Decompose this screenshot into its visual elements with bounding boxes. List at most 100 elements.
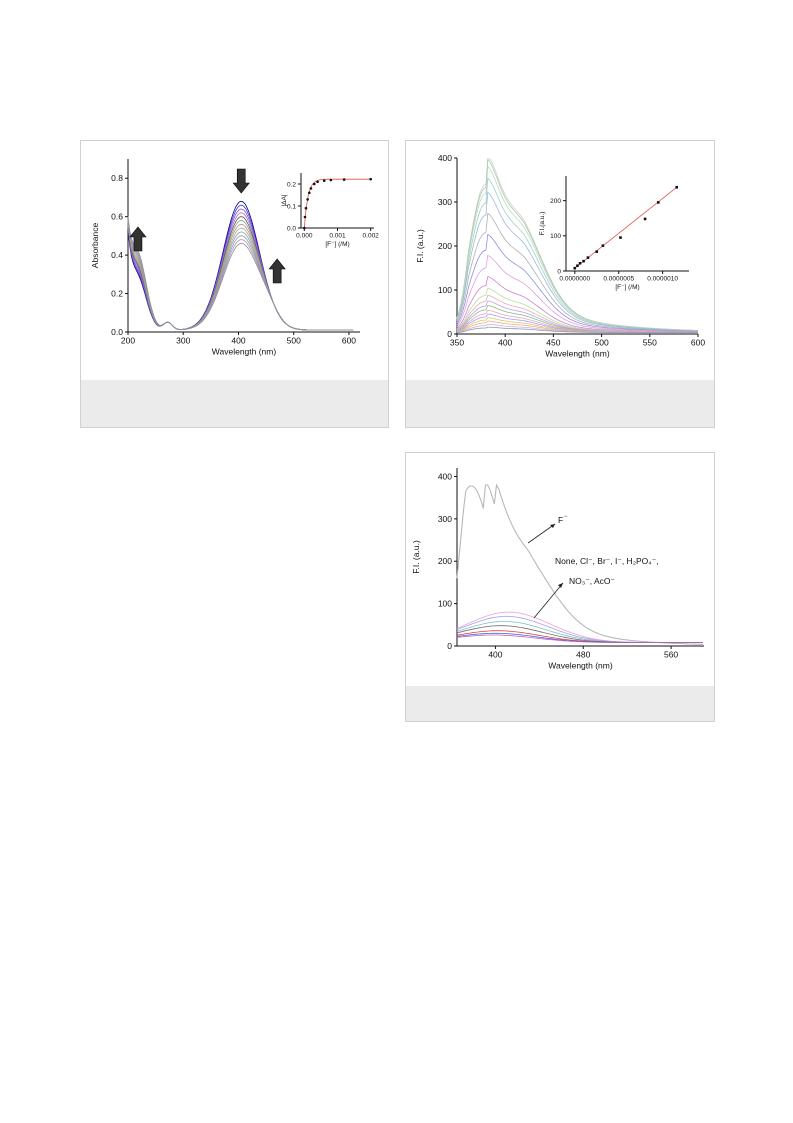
inset-data-point (656, 201, 660, 204)
inset-data-point (675, 185, 678, 189)
inset-data-point (312, 182, 316, 186)
inset-data-point (601, 244, 605, 247)
inset-fit-line (303, 178, 370, 229)
fluorescence-series-line (456, 212, 699, 332)
absorbance-series-line (127, 217, 354, 331)
inset-data-point (322, 179, 326, 182)
y-tick-label: 100 (438, 285, 452, 295)
absorbance-series-line (127, 212, 354, 331)
absorbance-series-line (127, 220, 354, 331)
inset-data-point (576, 264, 579, 268)
x-axis-label: [F⁻] (/M) (615, 284, 639, 291)
figure-panel-absorbance: 200 300 400 500 600 0.0 0.2 0.4 0.6 0.8 Wavelength… (80, 140, 389, 428)
x-tick-label: 550 (643, 338, 657, 348)
caption-area-fluorescence-titration (406, 380, 714, 427)
inset-data-point (303, 226, 306, 230)
inset-data-point (304, 206, 308, 210)
caption-area-anion-selectivity (406, 686, 714, 721)
x-tick-label: 0.000 (296, 233, 313, 240)
inset-data-point (329, 178, 333, 182)
series-line-other-anion (456, 625, 703, 643)
fluorescence-series-line (456, 287, 698, 333)
inset-data-point (316, 180, 319, 184)
series-line-other-anion (456, 634, 703, 643)
fluorescence-series-line (456, 158, 699, 331)
series-line-other-anion (456, 611, 703, 643)
y-tick-label: 200 (438, 241, 452, 251)
y-axis-label: F.I.(a.u.) (539, 212, 546, 236)
y-tick-label: 200 (438, 556, 452, 566)
x-tick-label: 0.0000010 (647, 276, 678, 283)
y-tick-label: 300 (438, 197, 452, 207)
y-tick-label: 400 (438, 471, 452, 481)
figure-panel-fluorescence-titration: 350 400 450 500 550 600 0 100 200 300 400 Wavelengt… (405, 140, 715, 428)
fluorescence-series-line (456, 165, 699, 331)
absorbance-series-line (127, 219, 354, 331)
inset-data-point (643, 217, 647, 221)
absorbance-series-line (127, 208, 354, 331)
y-tick-label: 0.0 (287, 225, 296, 232)
x-tick-label: 400 (498, 338, 512, 348)
x-tick-label: 0.0000005 (603, 276, 634, 283)
y-axis-label: F.I. (a.u.) (411, 540, 421, 574)
y-tick-label: 0.1 (287, 203, 296, 210)
y-tick-label: 0.2 (287, 181, 296, 188)
inset-data-point (578, 261, 582, 265)
caption-area-absorbance (81, 380, 388, 427)
x-tick-label: 0.0000000 (559, 276, 590, 283)
inset-data-point (573, 266, 577, 270)
inset-data-point (586, 256, 590, 259)
arrow-up-icon (268, 258, 286, 284)
arrowhead-icon (550, 524, 555, 528)
x-tick-label: 350 (450, 338, 464, 348)
absorbance-series-line (127, 221, 354, 331)
y-tick-label: 300 (438, 514, 452, 524)
annotation-anions-line2: NO₃⁻, AcO⁻ (569, 576, 615, 586)
fluorescence-series-line (456, 191, 699, 332)
figure-panel-anion-selectivity: 400 480 560 0 100 200 300 400 Wavelength (nm) F.I… (405, 452, 715, 722)
x-tick-label: 400 (231, 336, 245, 346)
inset-data-point (306, 198, 309, 201)
fluorescence-series-line (456, 254, 698, 333)
fluorescence-series-line (456, 326, 698, 334)
arrow-up-icon (129, 226, 147, 252)
annotation-leader-line (533, 582, 564, 619)
absorbance-series-line (127, 220, 354, 331)
y-axis-label: Absorbance (90, 223, 100, 269)
y-tick-label: 0 (447, 329, 452, 339)
series-line-other-anion (456, 630, 703, 643)
y-tick-label: 100 (550, 233, 561, 240)
y-tick-label: 0.4 (111, 250, 123, 260)
x-axis-label: [F⁻] (/M) (325, 241, 349, 248)
absorbance-series-line (127, 218, 354, 331)
fluorescence-series-line (456, 158, 698, 331)
y-tick-label: 0.2 (111, 289, 123, 299)
x-axis-label: Wavelength (nm) (545, 349, 610, 359)
absorbance-chart: 200 300 400 500 600 0.0 0.2 0.4 0.6 0.8 Wavelength… (90, 159, 380, 357)
annotation-fluoride-label: F (558, 515, 563, 525)
y-tick-label: 0 (447, 641, 452, 651)
arrowhead-icon (558, 583, 563, 588)
annotation-fluoride-sup: − (564, 514, 568, 520)
inset-data-point (595, 250, 599, 253)
x-tick-label: 0.002 (363, 233, 380, 240)
y-tick-label: 200 (550, 198, 561, 205)
absorbance-series-line (127, 216, 354, 331)
x-tick-label: 560 (664, 650, 678, 660)
x-axis-label: Wavelength (nm) (212, 347, 277, 357)
x-tick-label: 0.001 (329, 233, 346, 240)
x-tick-label: 480 (576, 650, 590, 660)
x-tick-label: 600 (342, 336, 356, 346)
y-tick-label: 0.8 (111, 173, 123, 183)
inset-data-point (307, 191, 311, 195)
x-tick-label: 500 (287, 336, 301, 346)
annotation-leader-line (527, 523, 556, 544)
x-tick-label: 400 (488, 650, 502, 660)
inset-data-point (309, 187, 313, 190)
fluorescence-series-line (456, 177, 698, 332)
fluorescence-series-line (456, 275, 699, 333)
x-tick-label: 450 (546, 338, 560, 348)
inset-data-point (342, 178, 346, 181)
absorbance-series-line (127, 216, 354, 331)
y-tick-label: 400 (438, 153, 452, 163)
